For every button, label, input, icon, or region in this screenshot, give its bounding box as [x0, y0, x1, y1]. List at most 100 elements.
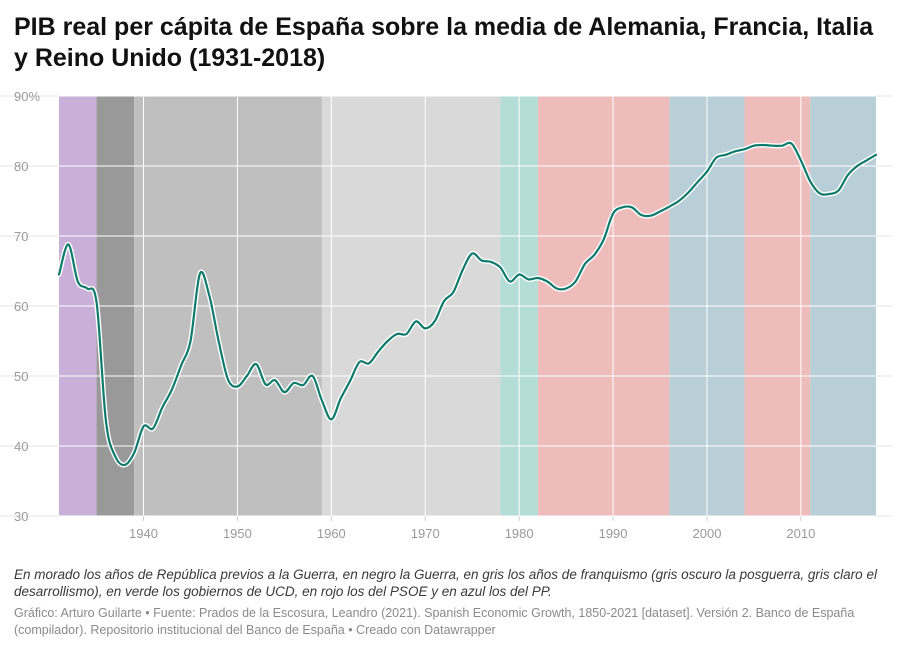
y-tick-label: 90% [14, 89, 40, 104]
data-point [85, 287, 89, 291]
data-point [761, 143, 765, 147]
data-point [320, 399, 324, 403]
data-point [630, 205, 634, 209]
data-point [799, 158, 803, 162]
x-tick-label: 2000 [693, 526, 722, 541]
data-point [470, 252, 474, 256]
data-point [658, 210, 662, 214]
data-point [808, 179, 812, 183]
data-point [705, 170, 709, 174]
data-point [667, 205, 671, 209]
data-point [160, 406, 164, 410]
y-tick-label: 80 [14, 159, 28, 174]
data-point [170, 388, 174, 392]
y-tick-label: 50 [14, 369, 28, 384]
data-point [348, 379, 352, 383]
data-point [592, 253, 596, 257]
data-point [188, 339, 192, 343]
data-point [527, 277, 531, 281]
data-point [498, 266, 502, 270]
data-point [461, 268, 465, 272]
y-tick-label: 30 [14, 509, 28, 524]
data-point [367, 361, 371, 365]
data-point [836, 189, 840, 193]
data-point [358, 360, 362, 364]
data-point [573, 280, 577, 284]
y-tick-label: 70 [14, 229, 28, 244]
data-point [207, 294, 211, 298]
data-point [404, 332, 408, 336]
data-point [489, 260, 493, 264]
data-point [780, 144, 784, 148]
data-point [686, 191, 690, 195]
data-point [329, 417, 333, 421]
x-tick-label: 1980 [505, 526, 534, 541]
x-axis: 1940 1950 1960 1970 1980 1990 2000 2010 [129, 516, 815, 541]
data-point [254, 362, 258, 366]
data-point [480, 259, 484, 263]
series-line [57, 141, 878, 467]
data-point [245, 374, 249, 378]
data-point [376, 350, 380, 354]
data-point [536, 276, 540, 280]
chart: 30 40 50 60 70 80 90% 1940 1950 1960 1970 1980 1990… [0, 89, 892, 541]
chart-title: PIB real per cápita de España sobre la m… [14, 13, 874, 72]
data-point [423, 326, 427, 330]
x-tick-label: 1970 [411, 526, 440, 541]
data-point [874, 153, 878, 157]
data-point [282, 390, 286, 394]
data-point [76, 280, 80, 284]
data-point [301, 383, 305, 387]
data-point [339, 396, 343, 400]
chart-credits: Gráfico: Arturo Guilarte • Fuente: Prado… [14, 606, 855, 637]
data-point [789, 142, 793, 146]
data-point [151, 427, 155, 431]
y-tick-label: 60 [14, 299, 28, 314]
data-point [57, 273, 61, 277]
data-point [273, 378, 277, 382]
data-point [602, 238, 606, 242]
y-axis: 30 40 50 60 70 80 90% [14, 89, 40, 524]
data-point [414, 319, 418, 323]
x-tick-label: 1960 [317, 526, 346, 541]
data-point [113, 455, 117, 459]
x-tick-label: 2010 [786, 526, 815, 541]
data-point [620, 205, 624, 209]
data-point [226, 378, 230, 382]
data-point [649, 214, 653, 218]
data-point [583, 262, 587, 266]
data-point [564, 287, 568, 291]
data-point [198, 272, 202, 276]
data-point [433, 319, 437, 323]
data-point [611, 212, 615, 216]
data-point [639, 213, 643, 217]
data-point [508, 280, 512, 284]
data-point [235, 385, 239, 389]
data-point [733, 149, 737, 153]
data-point [386, 339, 390, 343]
data-point [724, 153, 728, 157]
data-point [696, 180, 700, 184]
x-tick-label: 1940 [129, 526, 158, 541]
data-point [66, 242, 70, 246]
data-point [95, 301, 99, 305]
data-point [743, 147, 747, 151]
data-point [217, 339, 221, 343]
data-point [292, 381, 296, 385]
data-point [677, 199, 681, 203]
data-point [865, 158, 869, 162]
data-point [545, 280, 549, 284]
data-point [451, 290, 455, 294]
data-point [846, 173, 850, 177]
y-tick-label: 40 [14, 439, 28, 454]
data-point [123, 463, 127, 467]
data-point [855, 164, 859, 168]
series-layer [56, 140, 879, 468]
data-point [142, 424, 146, 428]
data-point [442, 299, 446, 303]
chart-note: En morado los años de República previos … [14, 567, 877, 599]
data-point [132, 451, 136, 455]
data-point [752, 144, 756, 148]
data-point [179, 364, 183, 368]
data-point [818, 191, 822, 195]
